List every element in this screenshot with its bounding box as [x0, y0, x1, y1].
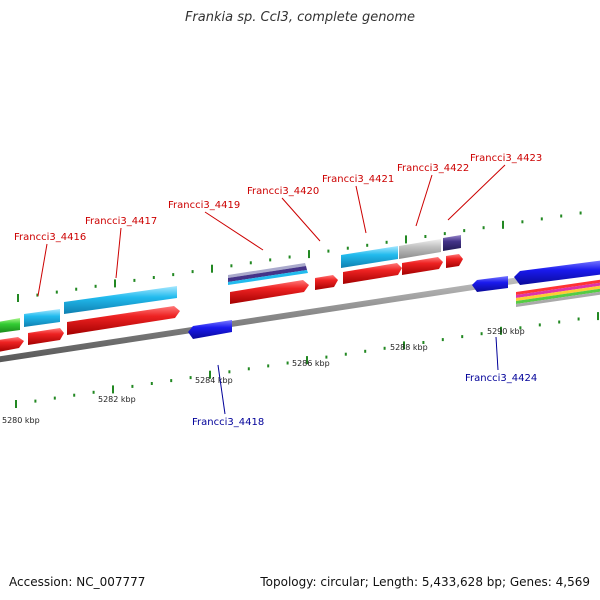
cds-francci3-4421[interactable] — [343, 263, 402, 284]
feature-band-magenta[interactable] — [516, 282, 600, 298]
gene-francci3-4423[interactable] — [443, 235, 461, 251]
leader-francci3-4421 — [355, 185, 367, 234]
gene-francci3-4416[interactable] — [24, 309, 60, 327]
label-francci3-4424[interactable]: Francci3_4424 — [465, 373, 537, 384]
cds-reverse-long[interactable] — [514, 260, 600, 285]
scale-label-5282: 5282 kbp — [98, 395, 136, 404]
gene-francci3-4419-band[interactable] — [228, 263, 306, 278]
cds-francci3-4418[interactable] — [188, 320, 232, 339]
label-francci3-4416[interactable]: Francci3_4416 — [14, 232, 86, 243]
feature-band-gray[interactable] — [516, 291, 600, 307]
tick-row-upper — [17, 211, 582, 302]
leader-francci3-4420 — [281, 197, 321, 242]
leader-francci3-4419 — [204, 211, 264, 251]
gene-francci3-4419-band3[interactable] — [228, 270, 308, 285]
cds-track — [0, 254, 463, 352]
label-francci3-4417[interactable]: Francci3_4417 — [85, 216, 157, 227]
leader-lines — [37, 164, 506, 415]
gene-francci3-4417[interactable] — [64, 286, 177, 314]
label-francci3-4420[interactable]: Francci3_4420 — [247, 186, 319, 197]
leader-francci3-4418 — [217, 364, 226, 415]
scale-label-5290: 5290 kbp — [487, 327, 525, 336]
genome-stats-text: Topology: circular; Length: 5,433,628 bp… — [260, 575, 590, 589]
gene-francci3-4422[interactable] — [399, 239, 441, 259]
cds-francci3-4417[interactable] — [67, 306, 180, 335]
gene-francci3-4421[interactable] — [341, 246, 398, 268]
label-francci3-4419[interactable]: Francci3_4419 — [168, 200, 240, 211]
accession-text: Accession: NC_007777 — [9, 575, 146, 589]
cds-francci3-4416[interactable] — [28, 328, 64, 345]
leader-francci3-4417 — [115, 227, 122, 279]
label-francci3-4421[interactable]: Francci3_4421 — [322, 174, 394, 185]
reverse-track — [188, 260, 600, 339]
label-francci3-4423[interactable]: Francci3_4423 — [470, 153, 542, 164]
scale-label-5288: 5288 kbp — [390, 343, 428, 352]
gene-francci3-4419-band2[interactable] — [228, 266, 307, 282]
cds-francci3-4419[interactable] — [230, 280, 309, 304]
leader-francci3-4416 — [37, 243, 48, 297]
map-title: Frankia sp. CcI3, complete genome — [184, 10, 416, 25]
gene-feature-green[interactable] — [0, 318, 20, 333]
cds-arrow[interactable] — [0, 337, 24, 352]
cds-francci3-4423[interactable] — [446, 254, 463, 268]
feature-band-red[interactable] — [516, 279, 600, 295]
label-francci3-4418[interactable]: Francci3_4418 — [192, 417, 264, 428]
label-francci3-4422[interactable]: Francci3_4422 — [397, 163, 469, 174]
tick-row-lower — [15, 312, 599, 408]
feature-band-green[interactable] — [516, 288, 600, 304]
leader-francci3-4423 — [447, 164, 506, 221]
scale-label-5280: 5280 kbp — [2, 416, 40, 425]
feature-band-yellow[interactable] — [516, 285, 600, 301]
scale-label-5286: 5286 kbp — [292, 359, 330, 368]
scale-label-5284: 5284 kbp — [195, 376, 233, 385]
cds-francci3-4424[interactable] — [472, 276, 508, 292]
leader-francci3-4424 — [495, 336, 499, 371]
cds-francci3-4420[interactable] — [315, 275, 338, 290]
gene-track — [0, 235, 461, 333]
cds-francci3-4422[interactable] — [402, 257, 443, 275]
leader-francci3-4422 — [415, 174, 433, 227]
